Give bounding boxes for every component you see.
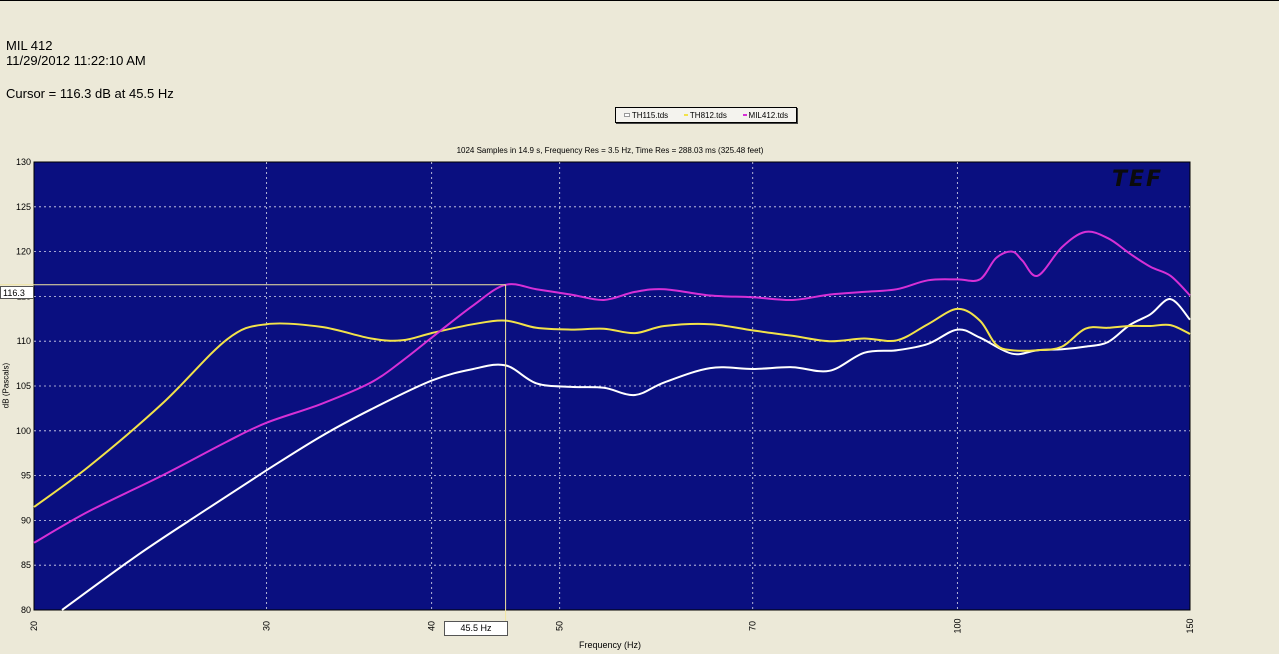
series-line-2 — [33, 230, 1191, 544]
legend-item-th115[interactable]: TH115.tds — [623, 110, 669, 120]
cursor-x-value: 45.5 Hz — [444, 621, 508, 636]
y-tick-label: 125 — [16, 202, 31, 212]
legend-item-mil412[interactable]: MIL412.tds — [742, 110, 789, 120]
y-tick-label: 130 — [16, 157, 31, 167]
tef-logo: TEF — [1112, 167, 1164, 192]
x-tick-label: 70 — [748, 621, 758, 631]
x-tick-label: 100 — [952, 618, 962, 633]
legend-label: MIL412.tds — [748, 110, 789, 120]
page-title: MIL 412 — [6, 38, 53, 53]
y-tick-label: 90 — [21, 515, 31, 525]
y-axis-label: dB (Pascals) — [1, 362, 11, 409]
y-tick-label: 95 — [21, 471, 31, 481]
legend-swatch — [683, 114, 688, 116]
x-tick-label: 30 — [262, 621, 272, 631]
cursor-y-value: 116.3 — [0, 286, 34, 299]
series-line-1 — [33, 307, 1191, 508]
y-tick-label: 85 — [21, 560, 31, 570]
y-tick-label: 120 — [16, 247, 31, 257]
plot-area — [33, 161, 1191, 611]
x-axis-label: Frequency (Hz) — [578, 640, 641, 650]
x-tick-label: 50 — [555, 621, 565, 631]
legend-label: TH115.tds — [631, 110, 669, 120]
chart-title: 1024 Samples in 14.9 s, Frequency Res = … — [456, 146, 764, 155]
top-border — [0, 0, 1279, 1]
legend-label: TH812.tds — [689, 110, 727, 120]
timestamp: 11/29/2012 11:22:10 AM — [6, 53, 146, 68]
legend-swatch — [742, 114, 747, 116]
x-tick-label: 20 — [29, 621, 39, 631]
legend-swatch — [623, 113, 630, 117]
y-tick-label: 80 — [21, 605, 31, 615]
y-tick-label: 100 — [16, 426, 31, 436]
legend-item-th812[interactable]: TH812.tds — [683, 110, 727, 120]
x-tick-label: 150 — [1185, 618, 1195, 633]
x-tick-label: 40 — [427, 621, 437, 631]
cursor-readout: Cursor = 116.3 dB at 45.5 Hz — [6, 86, 174, 101]
chart-legend: TH115.tds TH812.tds MIL412.tds — [615, 107, 797, 123]
series-line-0 — [61, 298, 1191, 611]
y-tick-label: 110 — [17, 336, 31, 346]
y-tick-label: 105 — [16, 381, 31, 391]
